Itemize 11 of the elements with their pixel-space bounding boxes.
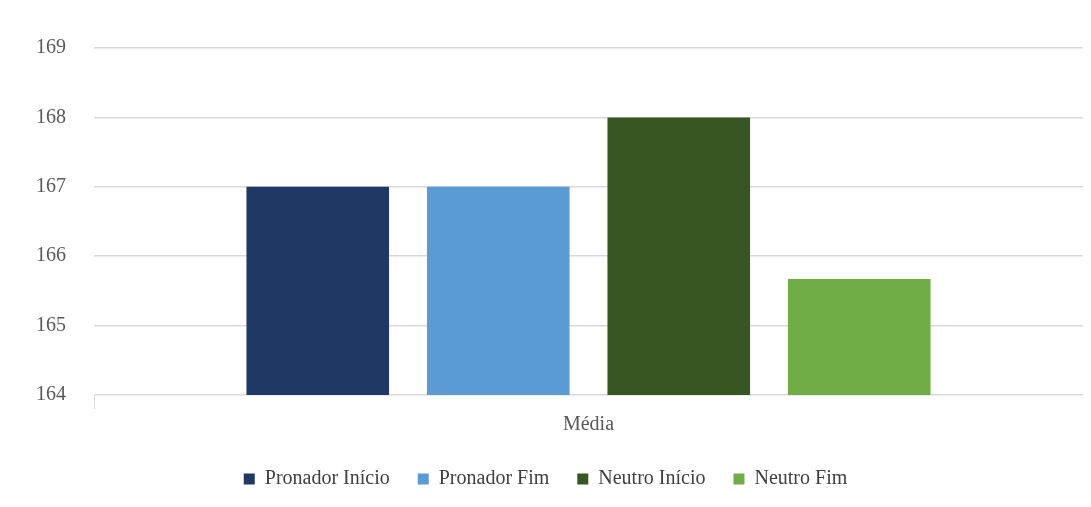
y-tick-label: 165 [36,312,66,335]
legend-label: Pronador Início [264,466,390,489]
y-tick-label: 164 [36,382,66,405]
y-tick-label: 167 [36,174,66,197]
legend-label: Neutro Início [598,466,706,489]
y-tick-label: 168 [36,104,66,127]
y-tick-label: 169 [36,35,66,58]
x-tick-label: Média [562,412,615,435]
legend-label: Pronador Fim [438,466,550,489]
y-tick-label: 166 [36,243,66,266]
legend-label: Neutro Fim [754,466,848,489]
